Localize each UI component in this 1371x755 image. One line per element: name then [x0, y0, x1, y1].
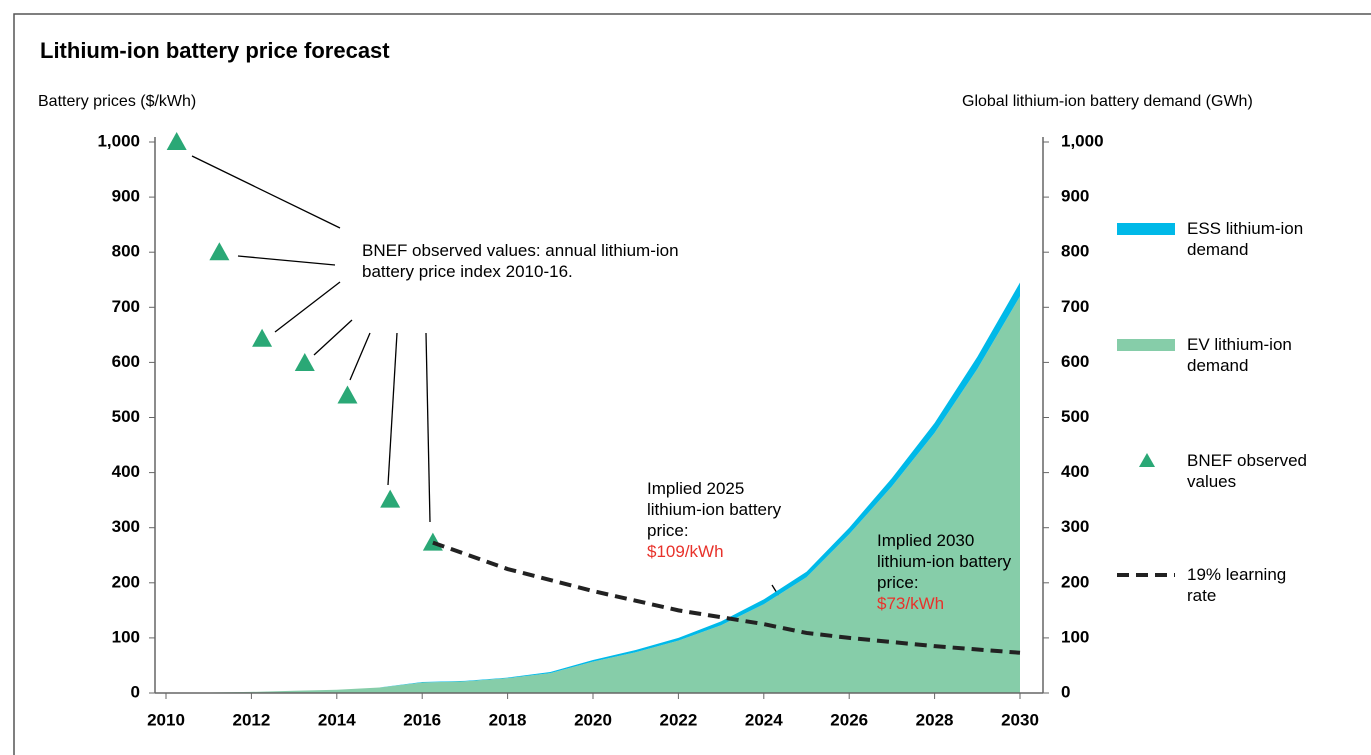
legend-swatch	[1117, 223, 1175, 235]
y-tick-label: 1,000	[97, 131, 140, 150]
y-tick-label: 900	[112, 187, 140, 206]
x-tick-label: 2018	[489, 710, 527, 729]
y-tick-label: 700	[112, 297, 140, 316]
legend-label: ESS lithium-ion demand	[1187, 219, 1304, 259]
y-tick-label: 600	[112, 352, 140, 371]
triangle-marker	[380, 489, 401, 508]
y2-tick-label: 200	[1061, 572, 1089, 591]
leader-lines	[191, 155, 1019, 653]
annotation-highlight: $73/kWh	[877, 594, 945, 613]
x-tick-label: 2010	[147, 710, 185, 729]
y2-tick-label: 300	[1061, 517, 1089, 536]
y-tick-label: 400	[112, 462, 140, 481]
y2-tick-label: 500	[1061, 407, 1089, 426]
legend-label: 19% learning rate	[1187, 565, 1287, 605]
legend-label: BNEF observed values	[1187, 451, 1307, 491]
x-tick-label: 2028	[916, 710, 954, 729]
annotation: BNEF observed values: annual lithium-ion…	[362, 241, 679, 281]
triangle-marker	[422, 532, 443, 551]
chart-title: Lithium-ion battery price forecast	[40, 38, 390, 63]
triangle-marker	[166, 132, 187, 150]
x-tick-label: 2014	[318, 710, 356, 729]
y2-tick-label: 1,000	[1061, 131, 1104, 150]
annotation-highlight: $109/kWh	[647, 542, 724, 561]
learning-curve	[432, 540, 1021, 655]
y-tick-label: 500	[112, 407, 140, 426]
y2-tick-label: 400	[1061, 462, 1089, 481]
y2-axis-label: Global lithium-ion battery demand (GWh)	[962, 93, 1253, 110]
x-tick-label: 2030	[1001, 710, 1039, 729]
legend-swatch	[1117, 339, 1175, 351]
y2-tick-label: 100	[1061, 627, 1089, 646]
annotation-text: Implied 2030 lithium-ion battery price:	[877, 531, 1012, 592]
frame	[13, 13, 1371, 755]
triangle-marker	[337, 385, 358, 404]
triangle-marker	[209, 242, 230, 261]
x-tick-label: 2016	[403, 710, 441, 729]
y-tick-label: 800	[112, 242, 140, 261]
x-tick-label: 2022	[659, 710, 697, 729]
x-tick-label: 2020	[574, 710, 612, 729]
y2-tick-label: 600	[1061, 352, 1089, 371]
annotation-text: Implied 2025 lithium-ion battery price:	[647, 479, 782, 540]
y-tick-label: 300	[112, 517, 140, 536]
y2-tick-label: 800	[1061, 242, 1089, 261]
x-tick-label: 2012	[232, 710, 270, 729]
y2-tick-label: 0	[1061, 682, 1070, 701]
y-tick-label: 100	[112, 627, 140, 646]
annotation: Implied 2025 lithium-ion battery price: $…	[647, 478, 797, 562]
x-tick-label: 2026	[830, 710, 868, 729]
legend-swatch	[1139, 453, 1155, 467]
y2-tick-label: 900	[1061, 187, 1089, 206]
y2-tick-label: 700	[1061, 297, 1089, 316]
legend-label: EV lithium-ion demand	[1187, 335, 1292, 375]
annotation: Implied 2030 lithium-ion battery price: $…	[877, 530, 1027, 614]
y-axis-label: Battery prices ($/kWh)	[38, 93, 196, 110]
triangle-marker	[252, 328, 273, 347]
y-tick-label: 200	[112, 572, 140, 591]
area	[166, 296, 1020, 693]
x-tick-label: 2024	[745, 710, 783, 729]
triangle-marker	[294, 352, 315, 371]
y-tick-label: 0	[131, 682, 140, 701]
